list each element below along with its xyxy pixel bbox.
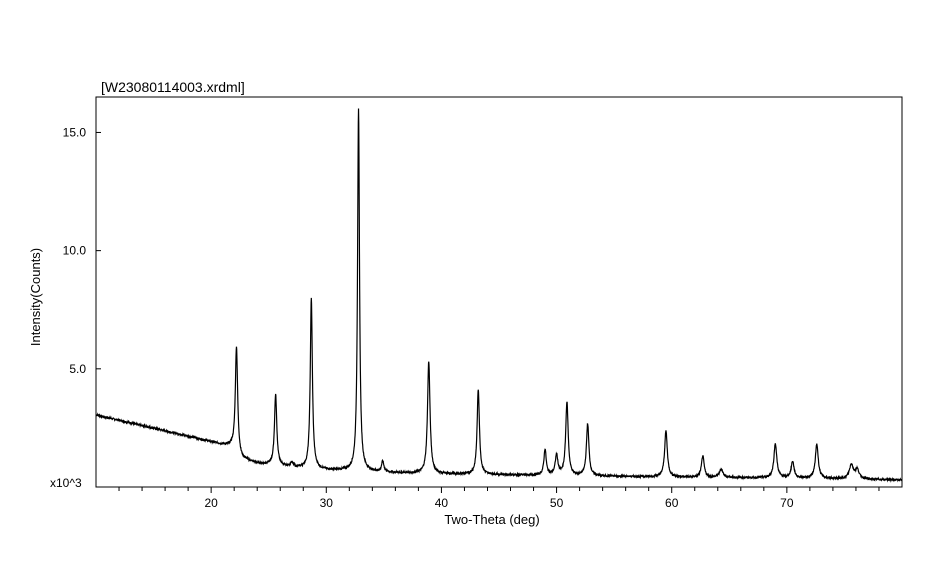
plot-area-frame [95, 96, 903, 488]
x-tick-label: 50 [550, 496, 564, 510]
y-tick-label: 15.0 [63, 125, 87, 139]
x-tick-label: 40 [435, 496, 449, 510]
x-tick-label: 70 [780, 496, 794, 510]
y-multiplier-label: x10^3 [50, 476, 82, 490]
y-axis: 5.0 10.0 15.0 [63, 125, 101, 376]
y-tick-label: 5.0 [69, 362, 86, 376]
xrd-pattern-line [95, 108, 903, 483]
series-layer [95, 108, 903, 483]
x-axis: 20 30 40 50 60 70 [118, 487, 880, 510]
x-tick-label: 20 [204, 496, 218, 510]
chart-title: [W23080114003.xrdml] [101, 79, 245, 95]
x-tick-label: 30 [320, 496, 334, 510]
x-tick-label: 60 [665, 496, 679, 510]
y-tick-label: 10.0 [63, 244, 87, 258]
y-axis-title: Intensity(Counts) [28, 248, 43, 346]
x-axis-title: Two-Theta (deg) [444, 512, 539, 527]
